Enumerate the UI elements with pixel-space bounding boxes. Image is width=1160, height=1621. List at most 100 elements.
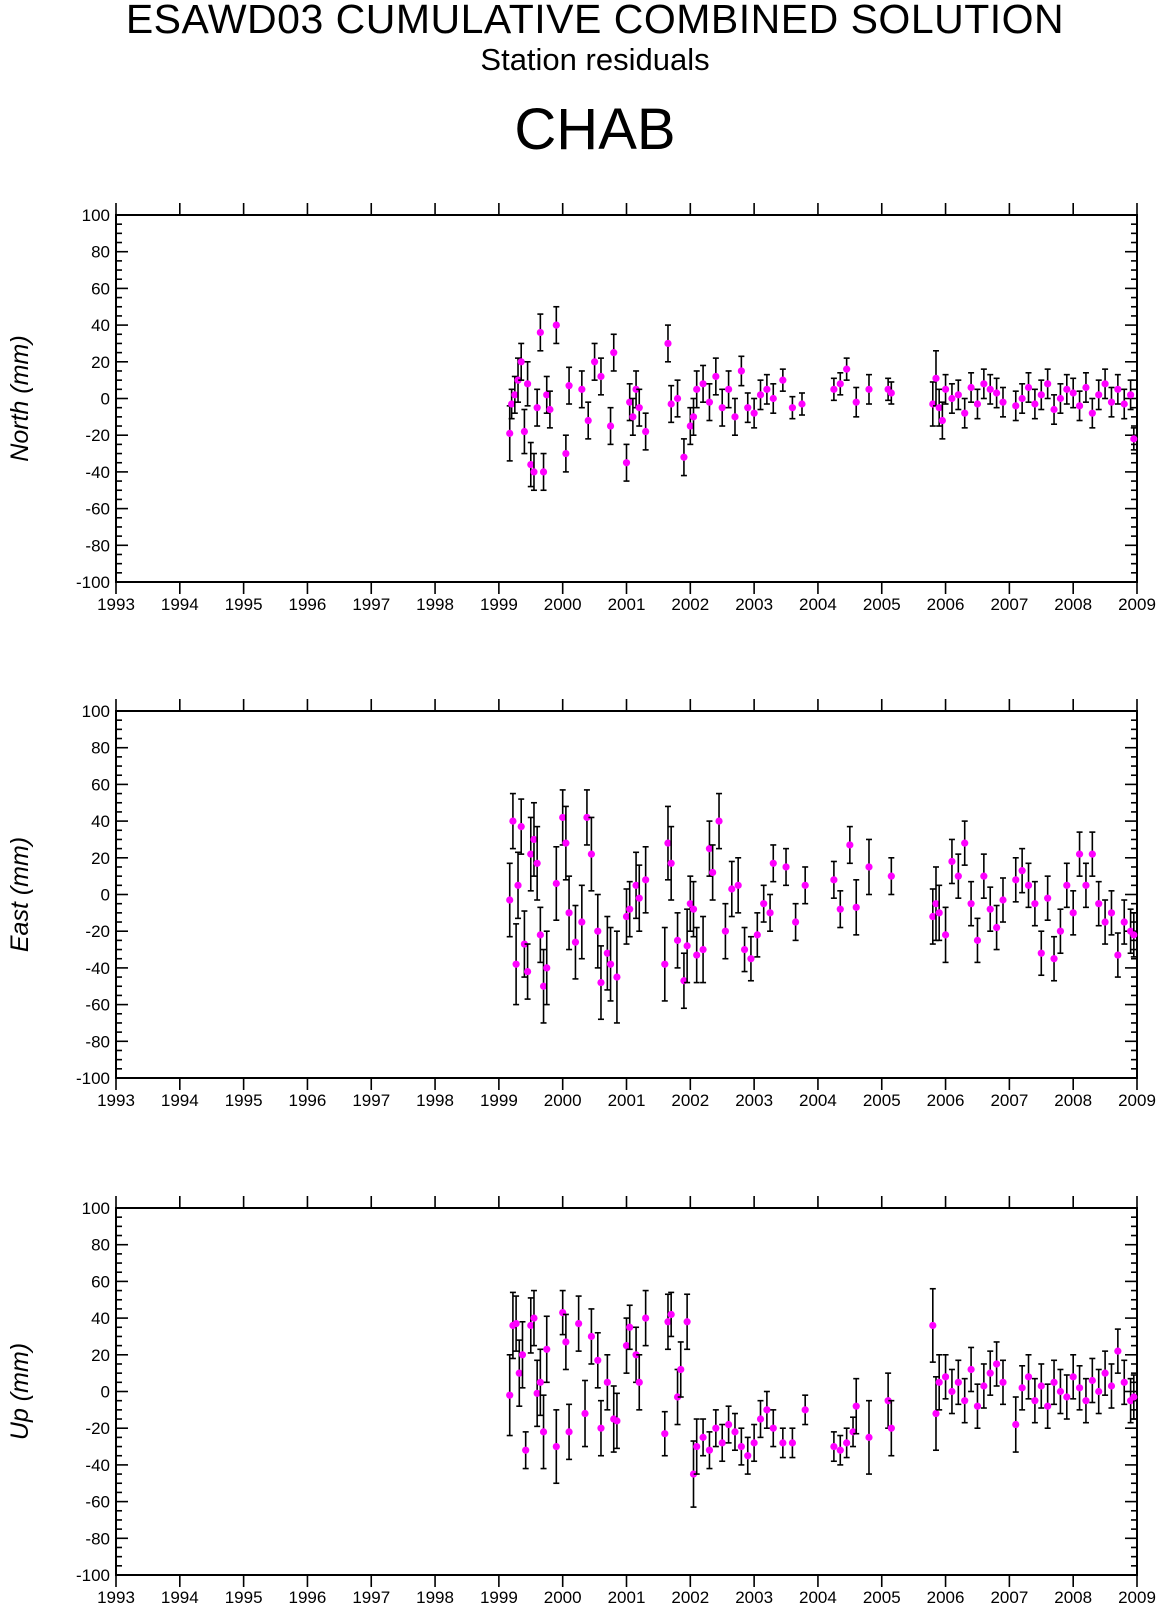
- x-tick-label: 2006: [927, 1588, 965, 1607]
- x-tick-label: 2004: [799, 595, 837, 614]
- data-point: [993, 389, 1001, 397]
- x-tick-label: 2006: [927, 1091, 965, 1110]
- data-point: [1018, 394, 1026, 403]
- x-tick-label: 2007: [990, 1091, 1028, 1110]
- data-point: [642, 1314, 650, 1322]
- data-point: [1024, 1373, 1033, 1381]
- data-point: [935, 1378, 943, 1386]
- y-tick-label: 0: [101, 390, 110, 409]
- data-point: [626, 398, 634, 406]
- y-tick-label: 40: [91, 316, 110, 335]
- data-point: [830, 385, 838, 393]
- data-point: [693, 385, 701, 393]
- data-point: [603, 1378, 611, 1386]
- y-tick-label: 80: [91, 739, 110, 758]
- data-point: [527, 460, 535, 469]
- x-tick-label: 2008: [1054, 1091, 1092, 1110]
- data-point: [1101, 918, 1109, 926]
- data-point: [559, 813, 567, 822]
- x-tick-label: 2003: [735, 595, 773, 614]
- data-point: [578, 918, 586, 926]
- data-point: [993, 923, 1001, 932]
- data-point: [689, 413, 698, 421]
- data-point: [693, 1442, 701, 1451]
- data-point: [1050, 955, 1058, 963]
- data-point: [1050, 405, 1058, 414]
- x-tick-label: 1994: [161, 1588, 199, 1607]
- data-point: [763, 385, 771, 393]
- data-point: [1037, 1382, 1045, 1390]
- y-tick-label: 100: [82, 1199, 110, 1218]
- data-point: [865, 863, 873, 871]
- x-tick-label: 2006: [927, 595, 965, 614]
- data-point: [1063, 1393, 1071, 1401]
- data-point: [606, 422, 615, 430]
- x-tick-label: 2000: [544, 595, 582, 614]
- x-tick-label: 2002: [671, 1091, 709, 1110]
- panel-1: 100 80 60 40 20 0 -20 -40 -60 -80 -100 1993 1994 1995…: [6, 203, 1156, 614]
- data-point: [1056, 927, 1065, 935]
- y-tick-label: -20: [85, 1419, 110, 1438]
- data-point: [843, 365, 851, 373]
- data-point: [948, 857, 956, 866]
- data-point: [539, 468, 548, 476]
- data-point: [539, 1428, 548, 1436]
- data-point: [1130, 931, 1138, 939]
- data-point: [705, 398, 714, 406]
- data-point: [522, 1446, 530, 1454]
- data-point: [622, 912, 631, 921]
- data-point: [1044, 894, 1052, 902]
- data-point: [744, 1452, 752, 1460]
- data-point: [562, 1338, 570, 1346]
- data-point: [1095, 391, 1103, 399]
- y-tick-label: -60: [85, 996, 110, 1015]
- data-point: [565, 909, 573, 917]
- data-point: [1018, 867, 1026, 875]
- x-tick-label: 1993: [97, 595, 135, 614]
- y-tick-label: 60: [91, 775, 110, 794]
- data-point: [680, 453, 688, 461]
- y-tick-label: -100: [76, 573, 110, 592]
- data-point: [935, 909, 943, 917]
- data-point: [1075, 402, 1084, 410]
- x-tick-label: 1995: [225, 1588, 263, 1607]
- x-tick-label: 2000: [544, 1091, 582, 1110]
- data-point: [518, 1351, 527, 1359]
- data-point: [520, 940, 529, 948]
- data-point: [887, 389, 895, 397]
- data-point: [999, 398, 1007, 406]
- data-point: [509, 817, 517, 825]
- x-tick-label: 1993: [97, 1091, 135, 1110]
- data-point: [689, 905, 698, 913]
- data-point: [929, 912, 937, 921]
- data-point: [594, 927, 602, 935]
- data-point: [750, 1439, 758, 1447]
- data-point: [756, 391, 765, 399]
- data-point: [1012, 876, 1020, 884]
- data-point: [744, 404, 752, 412]
- data-point: [731, 1428, 739, 1436]
- x-tick-label: 1993: [97, 1588, 135, 1607]
- x-tick-label: 2008: [1054, 1588, 1092, 1607]
- data-point: [1114, 1347, 1122, 1355]
- x-tick-label: 2007: [990, 595, 1028, 614]
- y-tick-label: 20: [91, 353, 110, 372]
- data-point: [1012, 1420, 1020, 1429]
- data-point: [948, 394, 956, 403]
- y-tick-label: -80: [85, 536, 110, 555]
- data-point: [571, 938, 580, 946]
- x-tick-label: 2009: [1118, 595, 1156, 614]
- data-point: [938, 416, 946, 425]
- data-point: [753, 931, 761, 939]
- y-tick-label: -80: [85, 1529, 110, 1548]
- data-point: [517, 823, 525, 831]
- data-point: [967, 900, 975, 908]
- data-point: [973, 936, 982, 944]
- data-point: [552, 1442, 560, 1451]
- data-point: [986, 1369, 994, 1377]
- data-point: [642, 876, 650, 884]
- x-tick-label: 1999: [480, 1588, 518, 1607]
- data-point: [523, 967, 532, 976]
- x-tick-label: 1999: [480, 595, 518, 614]
- data-point: [533, 404, 541, 412]
